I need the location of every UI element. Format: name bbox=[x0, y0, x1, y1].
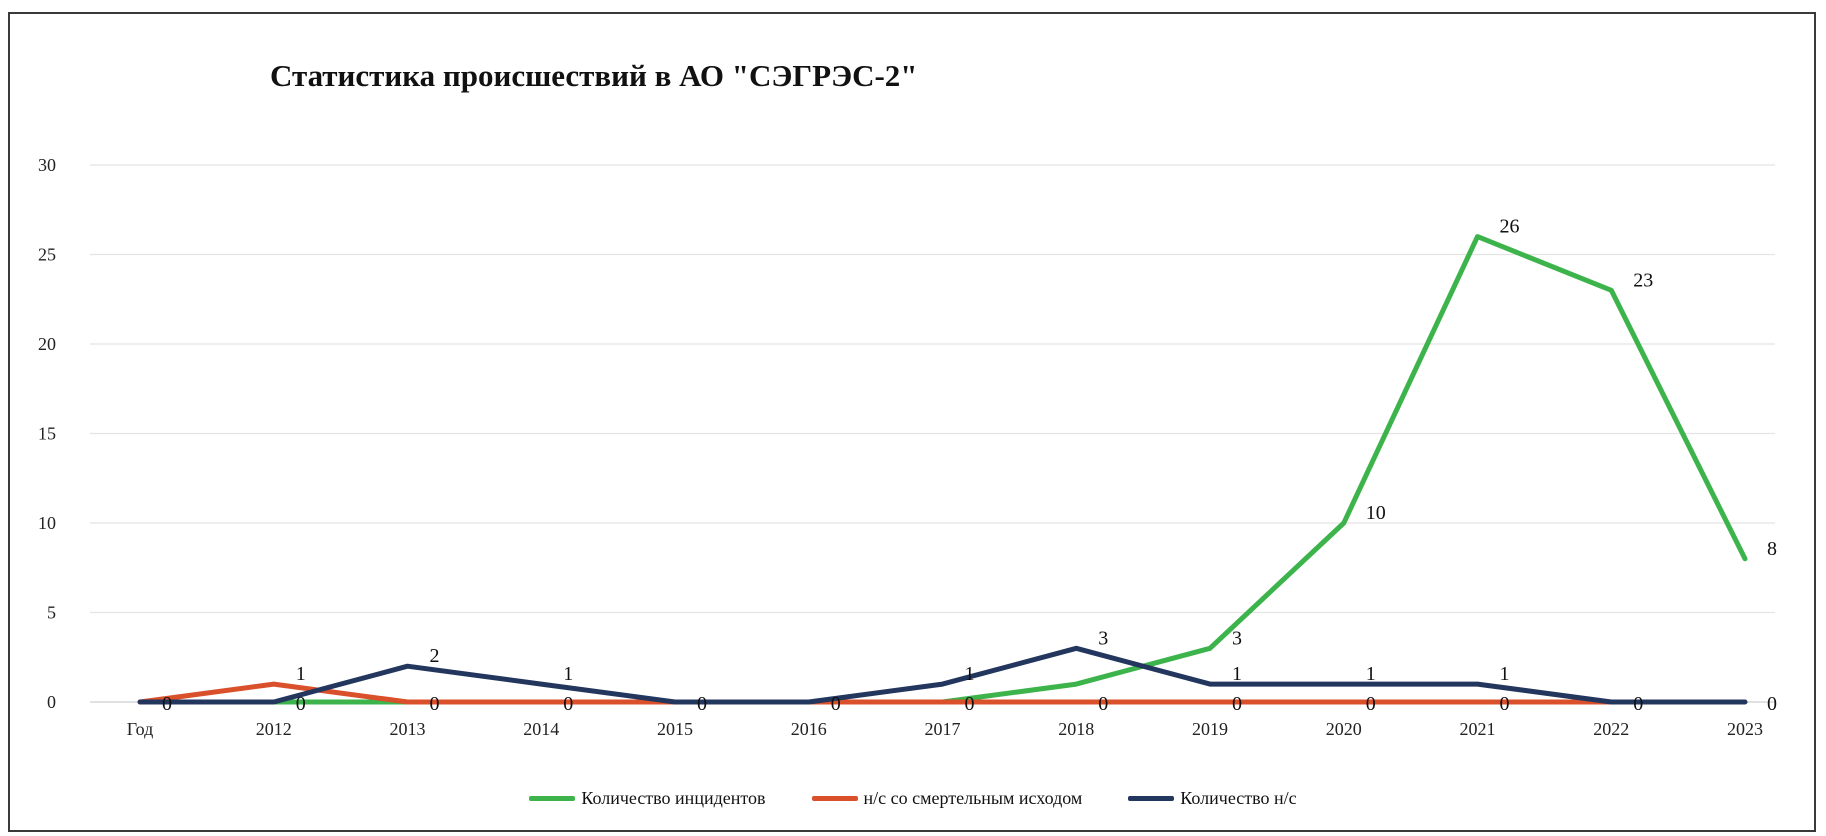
data-label: 26 bbox=[1500, 216, 1520, 238]
gridlines bbox=[90, 164, 1775, 703]
y-tick-label: 25 bbox=[38, 245, 56, 265]
data-label: 23 bbox=[1633, 269, 1653, 291]
legend-swatch-fatal bbox=[811, 796, 858, 801]
y-axis-ticks: 0 5 10 15 20 25 30 bbox=[38, 155, 56, 712]
data-label: 1 bbox=[563, 663, 573, 685]
data-label: 0 bbox=[831, 693, 841, 715]
y-tick-label: 5 bbox=[47, 603, 56, 623]
data-label: 1 bbox=[965, 663, 975, 685]
legend-label-accidents: Количество н/с bbox=[1180, 788, 1297, 808]
legend-label-incidents: Количество инцидентов bbox=[581, 788, 766, 808]
y-tick-label: 30 bbox=[38, 155, 56, 175]
data-label: 0 bbox=[1232, 693, 1242, 715]
x-tick-label: 2014 bbox=[523, 719, 559, 739]
x-tick-label: 2018 bbox=[1058, 719, 1094, 739]
x-tick-label: Год bbox=[127, 719, 153, 739]
data-label: 0 bbox=[697, 693, 707, 715]
data-label: 0 bbox=[162, 693, 172, 715]
series-line-2 bbox=[137, 645, 1748, 705]
data-label: 0 bbox=[1767, 693, 1777, 715]
legend-label-fatal: н/с со смертельным исходом bbox=[863, 788, 1083, 808]
x-tick-label: 2012 bbox=[256, 719, 292, 739]
data-label: 0 bbox=[1633, 693, 1643, 715]
data-label: 0 bbox=[965, 693, 975, 715]
x-tick-label: 2020 bbox=[1326, 719, 1362, 739]
data-label: 10 bbox=[1366, 502, 1386, 524]
legend-item-fatal: н/с со смертельным исходом bbox=[811, 788, 1083, 809]
x-tick-label: 2021 bbox=[1460, 719, 1496, 739]
x-axis-ticks: Год 2012 2013 2014 2015 2016 2017 2018 2019 2020 2… bbox=[127, 719, 1763, 739]
legend-item-incidents: Количество инцидентов bbox=[529, 788, 766, 809]
data-label: 0 bbox=[1500, 693, 1510, 715]
x-tick-label: 2013 bbox=[390, 719, 426, 739]
x-tick-label: 2022 bbox=[1593, 719, 1629, 739]
x-tick-label: 2017 bbox=[925, 719, 961, 739]
y-tick-label: 20 bbox=[38, 334, 56, 354]
data-label: 8 bbox=[1767, 538, 1777, 560]
y-tick-label: 0 bbox=[47, 692, 56, 712]
x-tick-label: 2023 bbox=[1727, 719, 1763, 739]
x-tick-label: 2015 bbox=[657, 719, 693, 739]
y-tick-label: 15 bbox=[38, 424, 56, 444]
data-label: 2 bbox=[430, 645, 440, 667]
data-label: 1 bbox=[296, 663, 306, 685]
chart-frame bbox=[8, 12, 1816, 832]
data-label: 1 bbox=[1232, 663, 1242, 685]
data-label: 0 bbox=[1098, 693, 1108, 715]
series-line-0 bbox=[271, 234, 1748, 705]
data-label: 1 bbox=[1366, 663, 1376, 685]
data-label: 0 bbox=[1366, 693, 1376, 715]
data-label: 0 bbox=[430, 693, 440, 715]
legend: Количество инцидентов н/с со смертельным… bbox=[0, 788, 1826, 809]
y-tick-label: 10 bbox=[38, 513, 56, 533]
x-tick-label: 2019 bbox=[1192, 719, 1228, 739]
legend-swatch-incidents bbox=[529, 796, 576, 801]
series-lines bbox=[137, 234, 1748, 705]
data-label: 3 bbox=[1232, 627, 1242, 649]
data-label: 1 bbox=[1500, 663, 1510, 685]
x-tick-label: 2016 bbox=[791, 719, 827, 739]
series-line-1 bbox=[137, 681, 1614, 705]
data-label: 0 bbox=[563, 693, 573, 715]
legend-item-accidents: Количество н/с bbox=[1128, 788, 1297, 809]
data-label: 3 bbox=[1098, 627, 1108, 649]
chart-title: Статистика происшествий в АО "СЭГРЭС-2" bbox=[270, 58, 918, 93]
data-label: 0 bbox=[296, 693, 306, 715]
legend-swatch-accidents bbox=[1128, 796, 1175, 801]
